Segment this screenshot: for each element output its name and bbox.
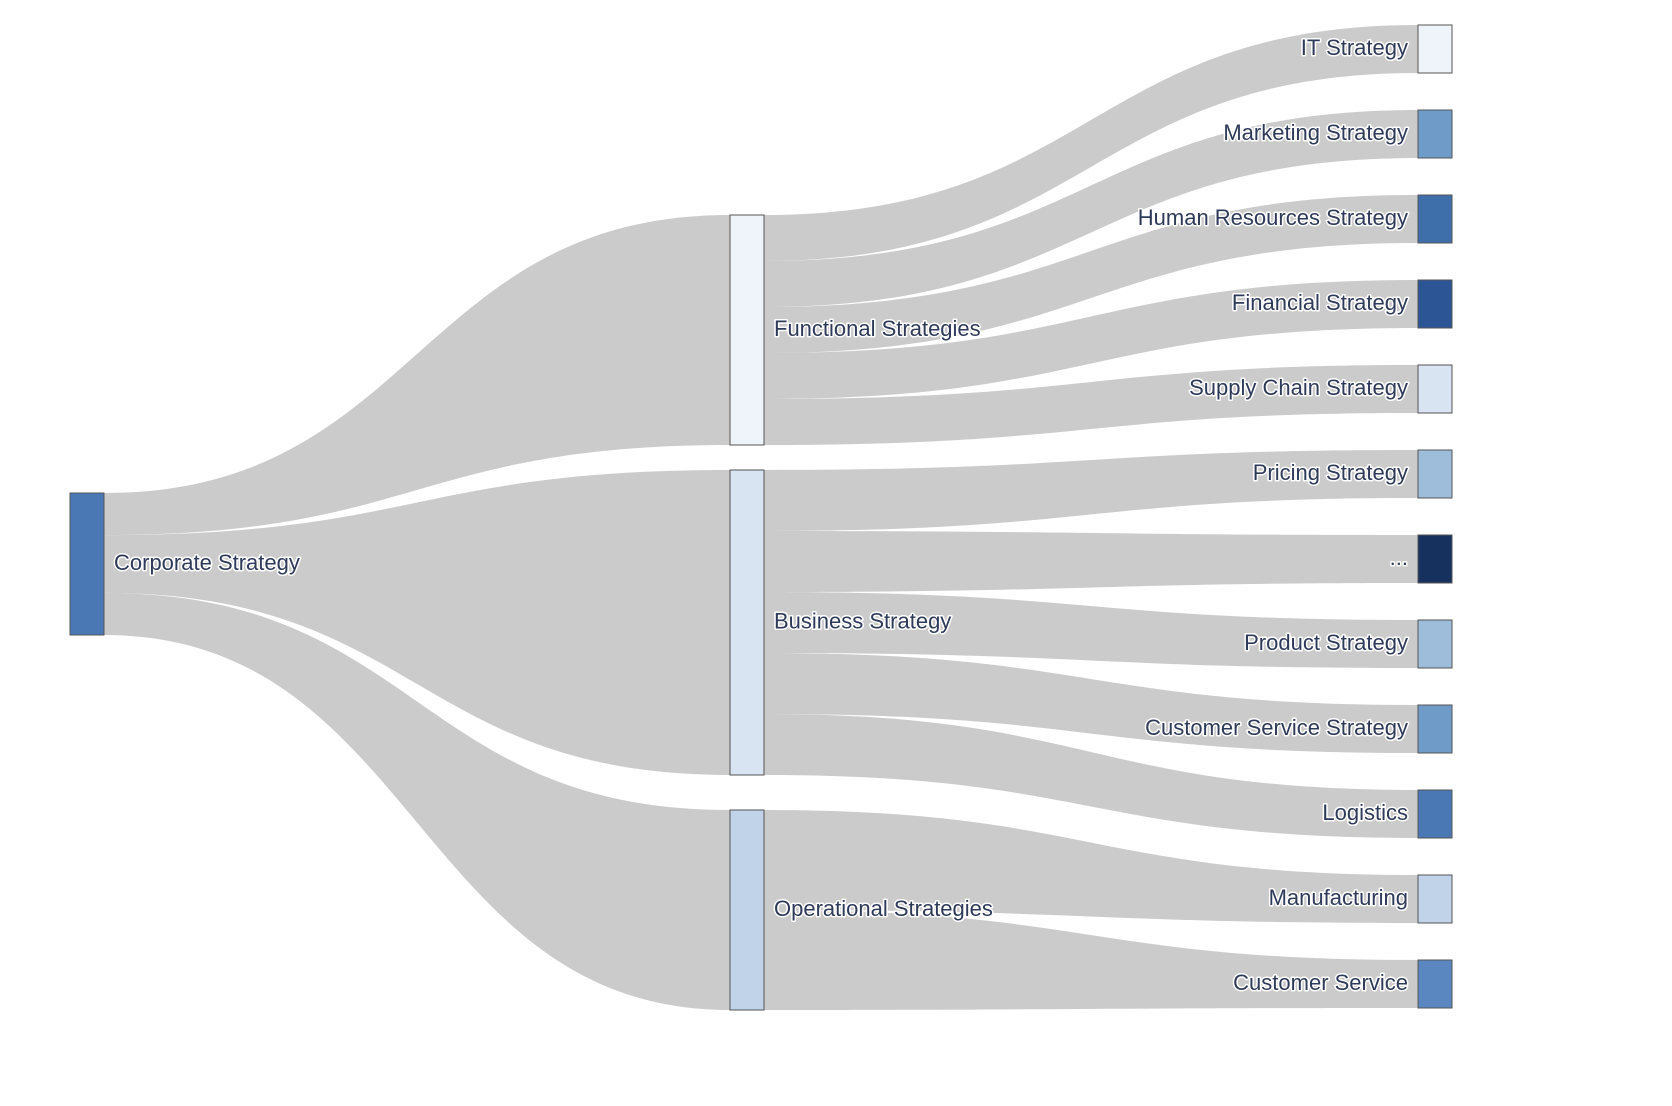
sankey-node-label: Corporate Strategy — [114, 550, 300, 575]
sankey-node-label: Supply Chain Strategy — [1189, 375, 1408, 400]
sankey-link — [764, 910, 1418, 1010]
sankey-link — [764, 531, 1418, 592]
sankey-node-label: ... — [1390, 545, 1408, 570]
sankey-node-fin[interactable] — [1418, 280, 1452, 328]
sankey-node-label: IT Strategy — [1301, 35, 1408, 60]
sankey-node-label: Financial Strategy — [1232, 290, 1408, 315]
sankey-node-corp[interactable] — [70, 493, 104, 635]
sankey-node-it[interactable] — [1418, 25, 1452, 73]
sankey-node-hr[interactable] — [1418, 195, 1452, 243]
sankey-node-label: Operational Strategies — [774, 896, 993, 921]
sankey-node-cserv[interactable] — [1418, 705, 1452, 753]
sankey-node-label: Functional Strategies — [774, 316, 981, 341]
sankey-node-cs[interactable] — [1418, 960, 1452, 1008]
sankey-node-scm[interactable] — [1418, 365, 1452, 413]
sankey-node-label: Human Resources Strategy — [1138, 205, 1408, 230]
sankey-node-mkt[interactable] — [1418, 110, 1452, 158]
sankey-node-log[interactable] — [1418, 790, 1452, 838]
sankey-node-price[interactable] — [1418, 450, 1452, 498]
sankey-node-biz[interactable] — [730, 470, 764, 775]
sankey-node-func[interactable] — [730, 215, 764, 445]
sankey-node-label: Logistics — [1322, 800, 1408, 825]
sankey-diagram: Corporate Strategy Functional Strategies B… — [0, 0, 1672, 1106]
sankey-node-label: Customer Service — [1233, 970, 1408, 995]
sankey-node-mfg[interactable] — [1418, 875, 1452, 923]
sankey-node-label: Customer Service Strategy — [1145, 715, 1408, 740]
sankey-node-prod[interactable] — [1418, 620, 1452, 668]
sankey-node-more[interactable] — [1418, 535, 1452, 583]
sankey-node-ops[interactable] — [730, 810, 764, 1010]
sankey-node-label: Business Strategy — [774, 608, 951, 633]
sankey-node-label: Pricing Strategy — [1253, 460, 1408, 485]
sankey-node-label: Manufacturing — [1269, 885, 1408, 910]
sankey-node-label: Marketing Strategy — [1223, 120, 1408, 145]
sankey-node-label: Product Strategy — [1244, 630, 1408, 655]
